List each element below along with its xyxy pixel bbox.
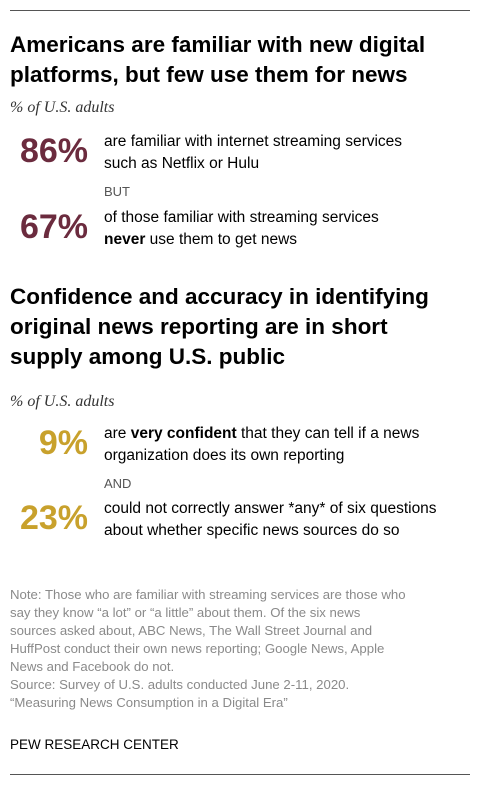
stat-familiar-streaming-description: are familiar with internet streaming ser… bbox=[104, 131, 476, 175]
stat-confident-line1: are very confident that they can tell if… bbox=[104, 423, 476, 445]
stat-never-use: 67% bbox=[19, 208, 88, 246]
stat-never-use-description: of those familiar with streaming service… bbox=[104, 207, 476, 251]
section1-subtitle: % of U.S. adults bbox=[10, 99, 115, 116]
stat-familiar-line2: such as Netflix or Hulu bbox=[104, 155, 260, 172]
note-line3: sources asked about, ABC News, The Wall … bbox=[10, 623, 373, 638]
section2-title-line1: Confidence and accuracy in identifying bbox=[10, 284, 429, 309]
stat-could-not-answer-description: could not correctly answer *any* of six … bbox=[104, 498, 476, 542]
connector-but: BUT bbox=[104, 184, 130, 199]
stat-familiar-streaming: 86% bbox=[19, 132, 88, 170]
top-rule bbox=[10, 10, 470, 11]
stat-confident-line1-post: that they can tell if a news bbox=[236, 425, 420, 442]
stat-very-confident: 9% bbox=[38, 424, 88, 462]
stat-answer-line2: about whether specific news sources do s… bbox=[104, 522, 400, 539]
stat-never-line2: never use them to get news bbox=[104, 229, 476, 251]
stat-answer-line1: could not correctly answer *any* of six … bbox=[104, 500, 437, 517]
brand-credit: PEW RESEARCH CENTER bbox=[10, 737, 179, 752]
source-line1: Source: Survey of U.S. adults conducted … bbox=[10, 677, 350, 692]
connector-and: AND bbox=[104, 476, 132, 491]
stat-confident-line2: organization does its own reporting bbox=[104, 447, 345, 464]
stat-could-not-answer: 23% bbox=[19, 499, 88, 537]
emphasis-very-confident: very confident bbox=[130, 425, 237, 442]
footnote: Note: Those who are familiar with stream… bbox=[10, 586, 472, 712]
stat-never-line2-rest: use them to get news bbox=[145, 231, 298, 248]
note-line2: say they know “a lot” or “a little” abou… bbox=[10, 605, 361, 620]
section2-title-line3: supply among U.S. public bbox=[10, 344, 286, 369]
section1-title-line1: Americans are familiar with new digital bbox=[10, 32, 426, 57]
source-line2: “Measuring News Consumption in a Digital… bbox=[10, 695, 288, 710]
note-line4: HuffPost conduct their own news reportin… bbox=[10, 641, 385, 656]
stat-never-line1: of those familiar with streaming service… bbox=[104, 209, 379, 226]
section2-subtitle: % of U.S. adults bbox=[10, 393, 115, 410]
bottom-rule bbox=[10, 774, 470, 775]
section2-title: Confidence and accuracy in identifying o… bbox=[10, 282, 472, 372]
emphasis-never: never bbox=[104, 231, 146, 248]
note-line5: News and Facebook do not. bbox=[10, 659, 175, 674]
stat-confident-line1-pre: are bbox=[104, 425, 131, 442]
note-line1: Note: Those who are familiar with stream… bbox=[10, 587, 406, 602]
section2-title-line2: original news reporting are in short bbox=[10, 314, 388, 339]
stat-very-confident-description: are very confident that they can tell if… bbox=[104, 423, 476, 467]
section1-title: Americans are familiar with new digital … bbox=[10, 30, 472, 90]
section1-title-line2: platforms, but few use them for news bbox=[10, 62, 408, 87]
stat-familiar-line1: are familiar with internet streaming ser… bbox=[104, 133, 403, 150]
